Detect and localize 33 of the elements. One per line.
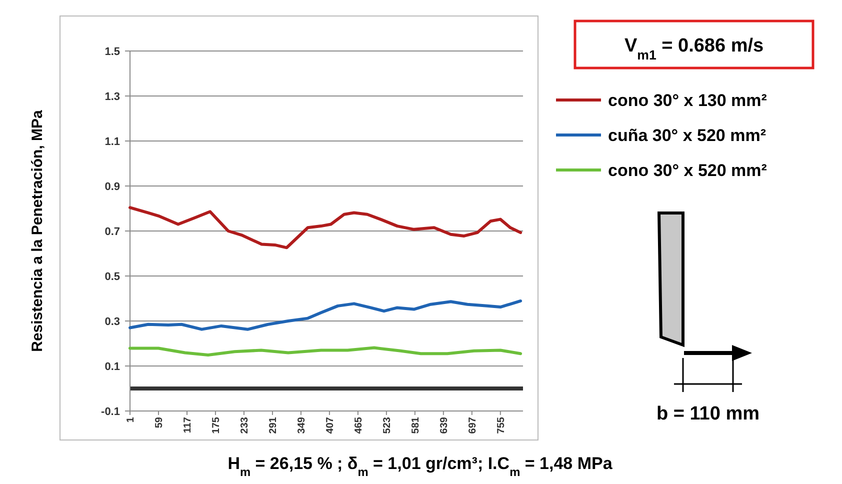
y-tick-label: 0.3: [104, 316, 120, 328]
x-tick-label: 175: [210, 416, 222, 434]
x-tick-label: 465: [353, 416, 364, 434]
x-tick-label: 1: [126, 416, 136, 423]
y-tick-label: 0.9: [104, 180, 120, 193]
x-tick-label: 639: [438, 416, 450, 434]
line-series: [128, 299, 522, 331]
y-tick-label: 1.1: [104, 136, 120, 148]
x-tick-label: 59: [154, 416, 165, 428]
x-tick-label: 407: [324, 416, 336, 434]
legend-label: cuña 30° x 520 mm²: [608, 126, 766, 145]
line-series: [128, 206, 522, 250]
x-tick-label: 697: [467, 416, 478, 434]
line-series: [128, 346, 522, 356]
x-tick-label: 523: [382, 416, 393, 434]
legend-label: cono 30° x 520 mm²: [608, 160, 768, 180]
y-tick-label: 1.3: [104, 90, 120, 103]
y-axis-title: Resistencia a la Penetración, MPa: [29, 109, 46, 352]
y-tick-label: 0.5: [104, 270, 120, 283]
x-tick-label: 291: [268, 416, 279, 434]
x-tick-label: 581: [410, 416, 422, 434]
y-tick-label: 0.1: [104, 360, 120, 373]
legend-label: cono 30° x 130 mm²: [608, 90, 768, 110]
x-tick-label: 233: [239, 416, 250, 434]
y-tick-label: 0.7: [104, 226, 120, 238]
x-tick-label: 349: [296, 416, 308, 434]
x-tick-label: 117: [182, 416, 194, 434]
y-tick-label: 1.5: [104, 46, 120, 58]
text: b = 110 mm: [656, 404, 760, 425]
text: V$_{m1}$ = 0.686 m/s: [624, 36, 764, 62]
text: H$_{m}$ = 26,15 % ; δ$_{m}$ = 1,01 gr/cm³; I.C$_{m}$ = 1,48 MPa: [228, 454, 613, 479]
y-tick-label: -0.1: [101, 406, 120, 418]
x-tick-label: 755: [496, 416, 507, 434]
